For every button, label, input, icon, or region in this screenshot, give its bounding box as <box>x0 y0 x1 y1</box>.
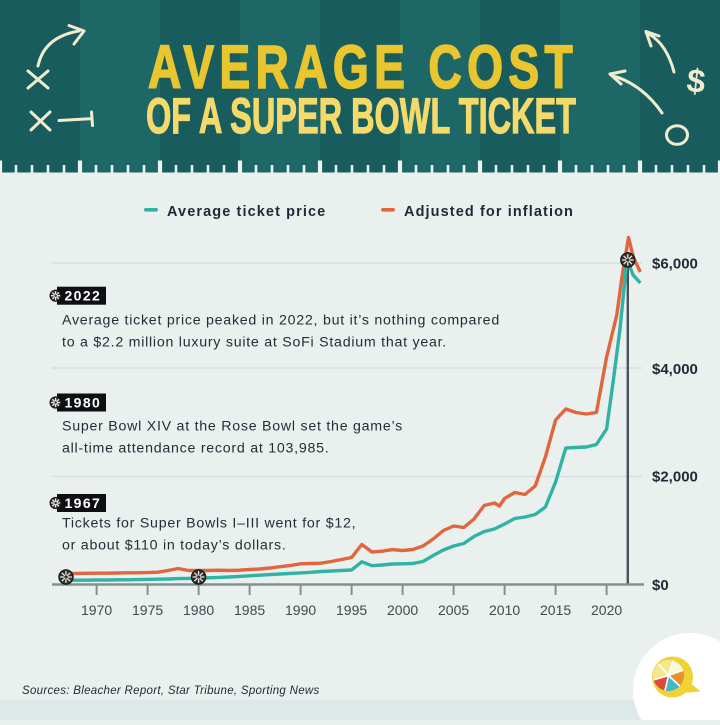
svg-text:1970: 1970 <box>81 602 112 618</box>
svg-text:1995: 1995 <box>336 602 367 618</box>
svg-text:$2,000: $2,000 <box>652 469 698 486</box>
svg-text:2010: 2010 <box>489 602 520 618</box>
svg-text:Sources: Bleacher Report, Star: Sources: Bleacher Report, Star Tribune, … <box>22 685 320 697</box>
svg-text:1980: 1980 <box>65 395 102 411</box>
svg-text:$0: $0 <box>652 577 669 594</box>
svg-text:Tickets for Super Bowls I–III: Tickets for Super Bowls I–III went for $… <box>62 516 356 532</box>
svg-text:$6,000: $6,000 <box>652 256 698 273</box>
svg-text:2022: 2022 <box>65 288 102 304</box>
svg-text:Super Bowl XIV at the Rose Bow: Super Bowl XIV at the Rose Bowl set the … <box>62 419 403 435</box>
svg-text:2015: 2015 <box>540 602 571 618</box>
svg-text:2005: 2005 <box>438 602 469 618</box>
svg-text:to a $2.2 million luxury suite: to a $2.2 million luxury suite at SoFi S… <box>62 335 447 351</box>
svg-text:$4,000: $4,000 <box>652 361 698 378</box>
svg-text:1975: 1975 <box>132 602 163 618</box>
svg-text:Average ticket price peaked in: Average ticket price peaked in 2022, but… <box>62 313 500 329</box>
svg-text:OF A SUPER BOWL TICKET: OF A SUPER BOWL TICKET <box>146 88 576 144</box>
svg-text:Adjusted for inflation: Adjusted for inflation <box>404 204 574 220</box>
svg-text:or about $110 in today’s dolla: or about $110 in today’s dollars. <box>62 538 287 554</box>
svg-text:1985: 1985 <box>234 602 265 618</box>
svg-text:AVERAGE COST: AVERAGE COST <box>148 33 578 101</box>
svg-text:all-time attendance record at: all-time attendance record at 103,985. <box>62 441 329 457</box>
svg-text:2000: 2000 <box>387 602 418 618</box>
svg-text:Average ticket price: Average ticket price <box>167 204 326 220</box>
svg-text:1980: 1980 <box>183 602 214 618</box>
svg-text:1990: 1990 <box>285 602 316 618</box>
svg-text:2020: 2020 <box>591 602 622 618</box>
svg-text:1967: 1967 <box>65 495 102 511</box>
svg-text:$: $ <box>685 61 707 100</box>
